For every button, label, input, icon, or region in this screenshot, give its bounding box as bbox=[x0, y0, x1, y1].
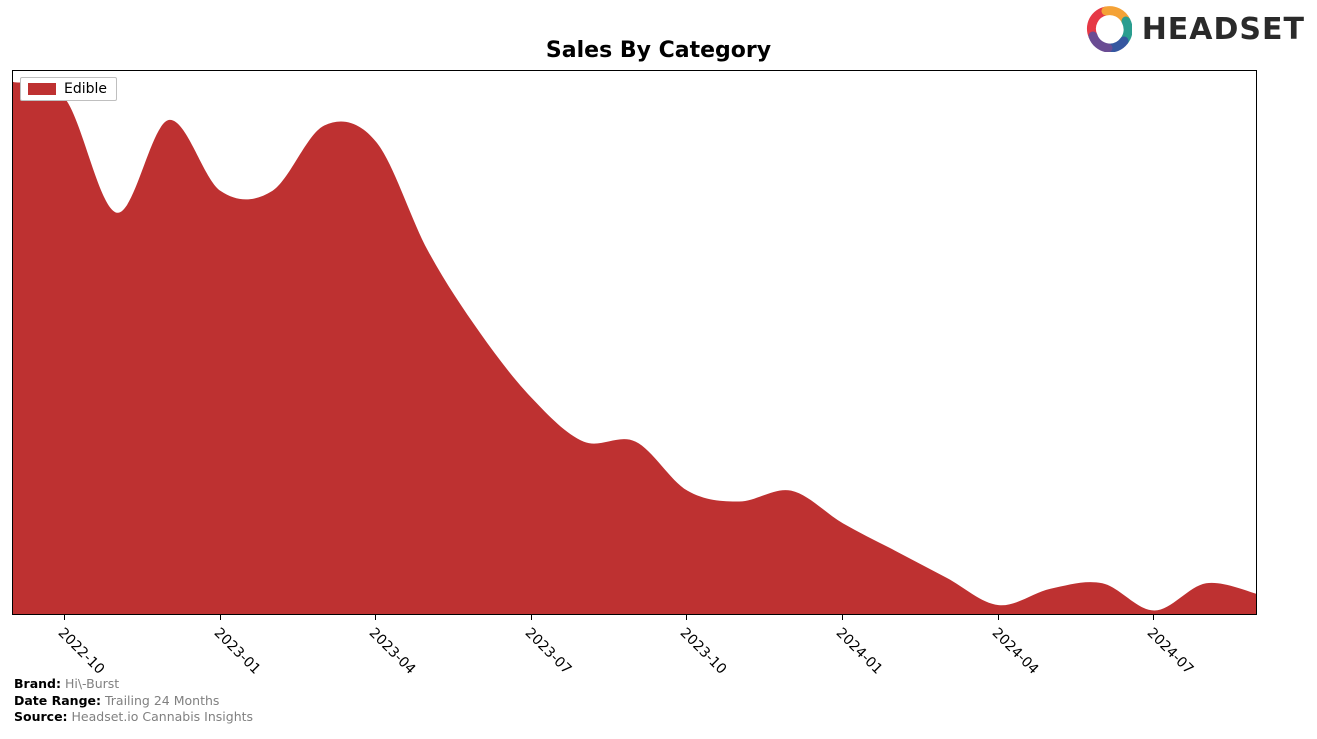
area-series-edible bbox=[13, 82, 1257, 615]
x-tick-label: 2024-07 bbox=[1144, 625, 1197, 678]
x-tick-mark bbox=[998, 615, 999, 620]
x-tick-label: 2024-01 bbox=[833, 625, 886, 678]
headset-logo-text: HEADSET bbox=[1142, 12, 1305, 47]
headset-logo-mark bbox=[1086, 6, 1132, 52]
x-tick-label: 2023-10 bbox=[677, 625, 730, 678]
legend-label: Edible bbox=[64, 81, 107, 97]
legend-swatch bbox=[28, 83, 56, 95]
x-tick-mark bbox=[375, 615, 376, 620]
x-tick-mark bbox=[686, 615, 687, 620]
meta-source: Source: Headset.io Cannabis Insights bbox=[14, 709, 253, 725]
headset-logo: HEADSET bbox=[1086, 6, 1305, 52]
x-tick-mark bbox=[1153, 615, 1154, 620]
x-tick-label: 2024-04 bbox=[988, 625, 1041, 678]
x-tick-mark bbox=[842, 615, 843, 620]
x-tick-label: 2023-04 bbox=[366, 625, 419, 678]
meta-daterange: Date Range: Trailing 24 Months bbox=[14, 693, 253, 709]
x-tick-label: 2023-01 bbox=[210, 625, 263, 678]
x-tick-label: 2023-07 bbox=[521, 625, 574, 678]
chart-legend: Edible bbox=[20, 77, 117, 101]
chart-plot-area bbox=[12, 70, 1257, 615]
area-chart-svg bbox=[13, 71, 1257, 615]
chart-metadata: Brand: Hi\-Burst Date Range: Trailing 24… bbox=[14, 676, 253, 725]
x-tick-label: 2022-10 bbox=[55, 625, 108, 678]
x-tick-mark bbox=[220, 615, 221, 620]
meta-brand: Brand: Hi\-Burst bbox=[14, 676, 253, 692]
x-tick-mark bbox=[531, 615, 532, 620]
x-tick-mark bbox=[64, 615, 65, 620]
